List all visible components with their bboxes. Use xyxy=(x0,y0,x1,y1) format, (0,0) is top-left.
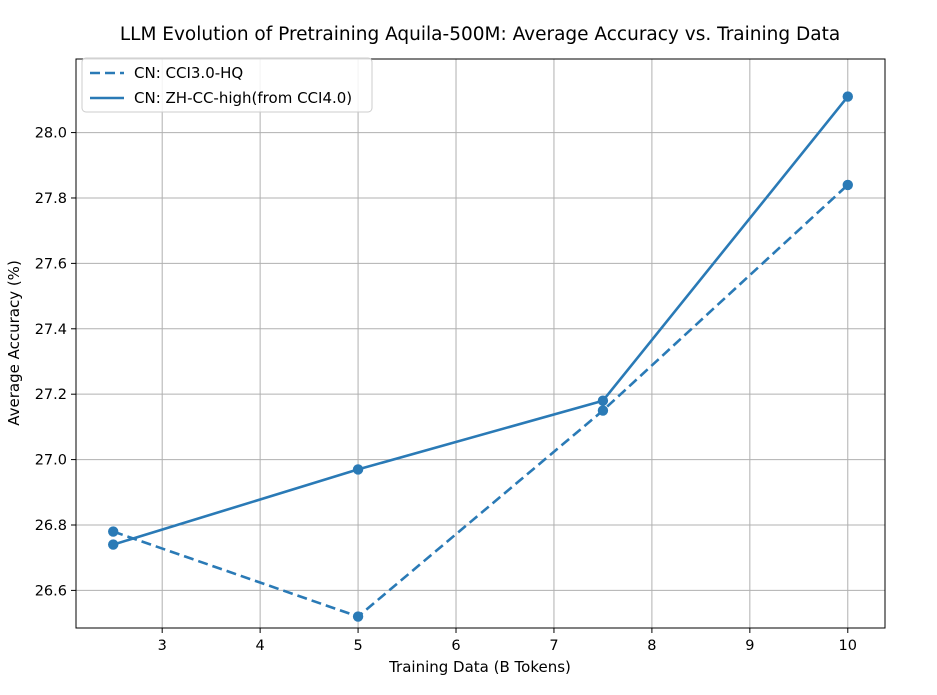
data-point-series-0 xyxy=(352,611,364,622)
y-axis-label: Average Accuracy (%) xyxy=(5,260,23,426)
plot-area-frame xyxy=(75,58,886,629)
x-tick-label: 5 xyxy=(353,638,362,654)
series-line-1 xyxy=(112,95,849,546)
y-tick-label: 27.8 xyxy=(35,191,67,207)
x-axis-label: Training Data (B Tokens) xyxy=(388,658,571,676)
legend-label-cci3-hq: CN: CCI3.0-HQ xyxy=(134,64,243,82)
y-tick-label: 27.4 xyxy=(35,322,67,338)
data-points xyxy=(108,91,853,622)
y-tick-label: 27.6 xyxy=(35,256,67,272)
y-tick-label: 27.0 xyxy=(35,453,67,469)
legend: CN: CCI3.0-HQ CN: ZH-CC-high(from CCI4.0… xyxy=(81,57,373,113)
data-point-series-1 xyxy=(842,91,853,102)
x-tick-label: 9 xyxy=(745,638,754,654)
y-tick-label: 26.6 xyxy=(35,583,67,599)
series-line-0 xyxy=(112,183,849,618)
data-point-series-0 xyxy=(108,526,119,537)
y-tick-label: 27.2 xyxy=(35,387,67,403)
x-tick-label: 7 xyxy=(549,638,558,654)
axis-ticks: 3 4 5 6 7 8 9 10 26.6 26.8 27.0 27.2 27.4 27.6 27.8 28.… xyxy=(35,126,857,654)
y-tick-label: 26.8 xyxy=(35,518,67,534)
data-point-series-1 xyxy=(597,395,609,406)
chart-title: LLM Evolution of Pretraining Aquila-500M… xyxy=(120,24,840,45)
x-tick-label: 6 xyxy=(451,638,460,654)
y-tick-label: 28.0 xyxy=(35,126,67,142)
grid-lines xyxy=(76,59,885,628)
x-tick-label: 10 xyxy=(839,638,857,654)
x-tick-label: 8 xyxy=(647,638,656,654)
legend-label-zh-cc-high: CN: ZH-CC-high(from CCI4.0) xyxy=(134,89,352,107)
x-tick-label: 3 xyxy=(158,638,167,654)
data-point-series-0 xyxy=(597,405,609,416)
data-point-series-1 xyxy=(352,464,364,475)
legend-frame xyxy=(81,57,373,113)
data-point-series-1 xyxy=(108,539,119,550)
series-lines xyxy=(112,95,849,618)
data-point-series-0 xyxy=(842,179,853,191)
x-tick-label: 4 xyxy=(256,638,265,654)
